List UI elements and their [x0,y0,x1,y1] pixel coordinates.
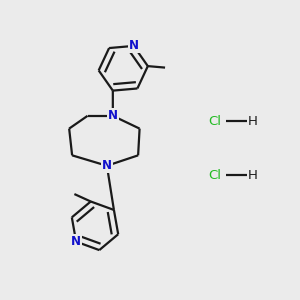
Text: Cl: Cl [208,115,221,128]
Text: H: H [248,169,257,182]
Text: N: N [102,159,112,172]
Text: N: N [129,39,139,52]
Text: H: H [248,115,257,128]
Text: N: N [108,109,118,122]
Text: Cl: Cl [208,169,221,182]
Text: N: N [71,235,81,248]
